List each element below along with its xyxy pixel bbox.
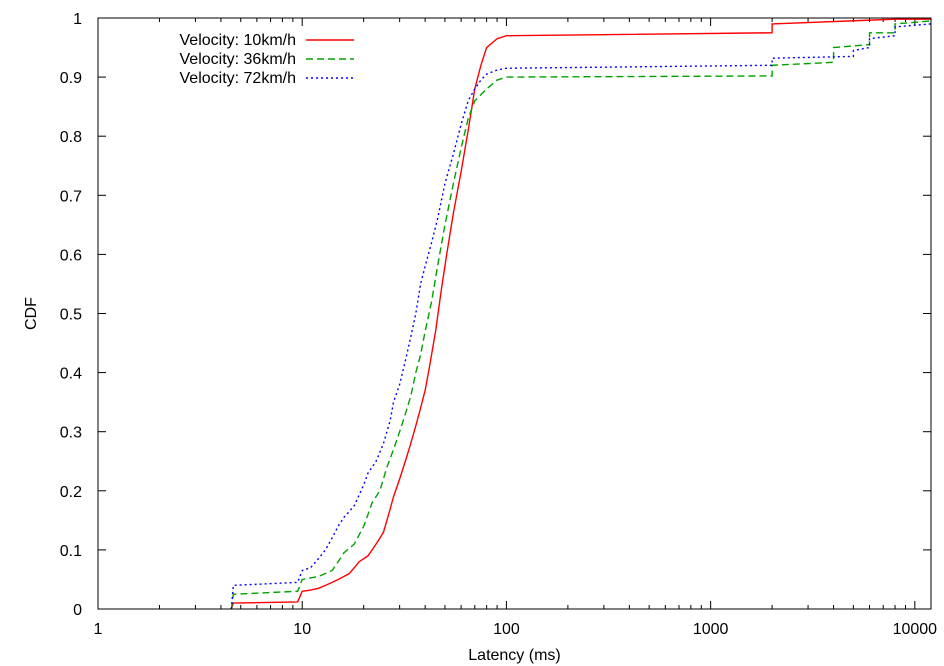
legend: Velocity: 10km/h Velocity: 36km/h Velocity… xyxy=(180,32,354,87)
y-axis-title: CDF xyxy=(23,297,40,330)
legend-label: Velocity: 36km/h xyxy=(180,51,297,68)
x-axis-title: Latency (ms) xyxy=(468,647,560,664)
x-tick-label: 100 xyxy=(493,621,520,638)
y-tick-label: 0 xyxy=(73,602,82,619)
y-tick-label: 0.6 xyxy=(60,247,82,264)
legend-item: Velocity: 72km/h xyxy=(180,70,354,87)
x-tick-label: 10 xyxy=(293,621,311,638)
y-tick-label: 0.4 xyxy=(60,366,82,383)
series-line-1 xyxy=(230,18,931,610)
y-tick-label: 0.7 xyxy=(60,188,82,205)
y-tick-label: 0.3 xyxy=(60,425,82,442)
series-line-2 xyxy=(230,20,932,610)
y-tick-label: 0.9 xyxy=(60,70,82,87)
legend-item: Velocity: 36km/h xyxy=(180,51,354,68)
series-line-3 xyxy=(230,23,932,610)
y-tick-label: 1 xyxy=(73,11,82,28)
y-tick-label: 0.2 xyxy=(60,484,82,501)
x-tick-label: 10000 xyxy=(893,621,938,638)
y-tick-label: 0.5 xyxy=(60,307,82,324)
legend-label: Velocity: 72km/h xyxy=(180,70,297,87)
x-tick-label: 1000 xyxy=(693,621,729,638)
y-tick-label: 0.8 xyxy=(60,129,82,146)
y-tick-label: 0.1 xyxy=(60,543,82,560)
plot-frame xyxy=(97,17,932,610)
x-tick-label: 1 xyxy=(94,621,103,638)
legend-item: Velocity: 10km/h xyxy=(180,32,354,49)
legend-label: Velocity: 10km/h xyxy=(180,32,297,49)
